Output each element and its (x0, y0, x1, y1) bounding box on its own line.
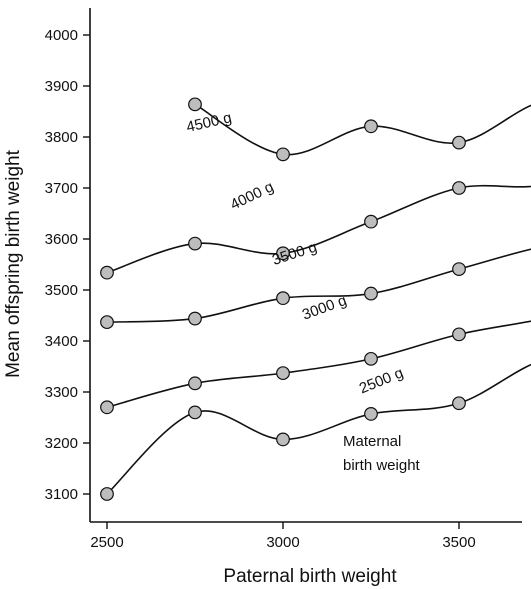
series-line (194, 103, 531, 156)
series-label: 4000 g (228, 178, 277, 213)
series-label: 4500 g (185, 109, 234, 136)
data-point (364, 407, 378, 421)
y-tick-label: 3100 (45, 486, 78, 503)
data-point (452, 135, 466, 150)
data-point (276, 432, 290, 447)
data-point (188, 311, 202, 326)
x-tick-label: 3000 (266, 534, 299, 551)
annotation-birth-weight: birth weight (343, 457, 421, 474)
data-point (100, 315, 114, 330)
x-tick-label: 3500 (442, 534, 475, 551)
y-tick-label: 3500 (45, 282, 78, 299)
annotation-maternal: Maternal (343, 433, 401, 450)
y-tick-label: 3400 (45, 333, 78, 350)
series-line (106, 320, 531, 409)
y-tick-label: 3700 (45, 180, 78, 197)
y-tick-label: 3800 (45, 129, 78, 146)
y-tick-label: 3600 (45, 231, 78, 248)
data-point (100, 487, 114, 501)
data-point (364, 119, 378, 134)
axes (89, 8, 522, 523)
data-point (276, 291, 290, 306)
data-point (188, 236, 202, 251)
data-point (276, 366, 290, 381)
data-point (276, 246, 290, 261)
ticks: 2500300035004000450031003200330034003500… (45, 27, 476, 551)
data-point (452, 262, 466, 276)
y-tick-label: 4000 (45, 27, 78, 44)
data-point (364, 351, 378, 366)
data-point (364, 286, 378, 301)
data-point (276, 147, 290, 162)
data-point (452, 327, 466, 342)
data-point (452, 181, 466, 195)
series-line (106, 184, 531, 274)
series-line (106, 248, 531, 323)
x-tick-label: 2500 (90, 534, 123, 551)
data-point (452, 396, 466, 411)
x-axis-label: Paternal birth weight (223, 566, 397, 587)
data-point (100, 265, 114, 280)
data-point (364, 214, 378, 229)
y-axis-label: Mean offspring birth weight (3, 149, 24, 377)
series-line (106, 363, 531, 495)
series-label: 3500 g (270, 239, 319, 269)
data-point (188, 376, 202, 391)
y-tick-label: 3200 (45, 435, 78, 452)
data-point (188, 405, 202, 420)
series-label: 2500 g (357, 364, 406, 397)
series-lines (106, 103, 531, 495)
y-tick-label: 3900 (45, 78, 78, 95)
data-points (100, 97, 466, 501)
data-point (100, 400, 114, 415)
data-point (188, 97, 202, 112)
y-tick-label: 3300 (45, 384, 78, 401)
